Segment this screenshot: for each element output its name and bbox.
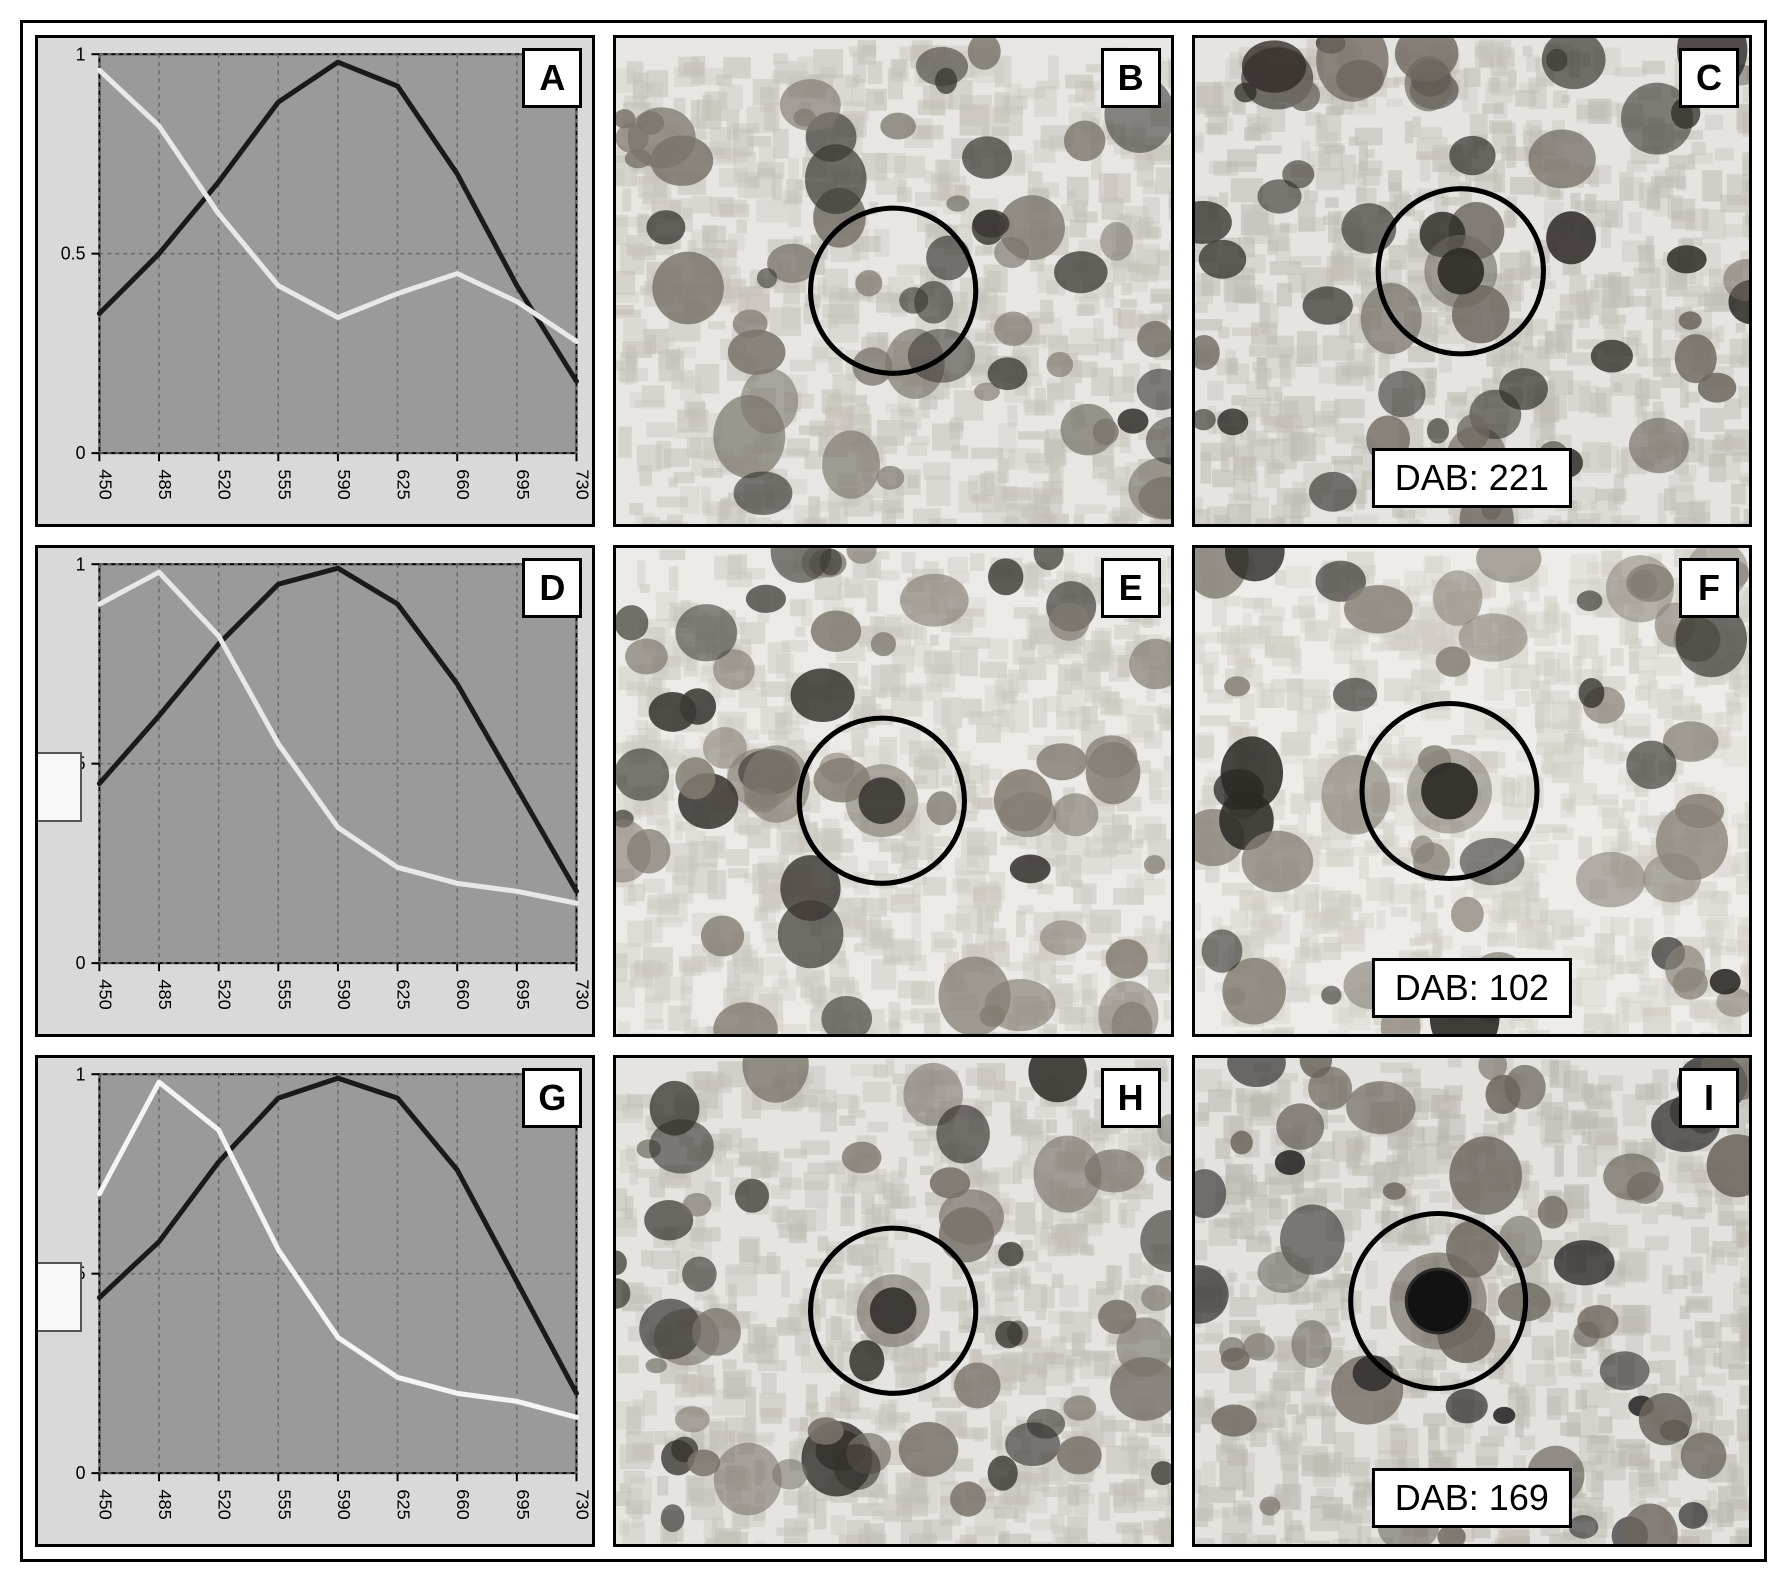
svg-text:695: 695 [513,469,533,499]
svg-text:450: 450 [95,469,115,499]
svg-text:660: 660 [453,1489,473,1519]
svg-text:695: 695 [513,979,533,1009]
panel-i: I DAB: 169 [1192,1055,1752,1547]
svg-text:0: 0 [76,953,86,973]
svg-text:555: 555 [274,469,294,499]
svg-text:730: 730 [573,1489,593,1519]
chart-d: 45048552055559062566069573000.51 [38,548,592,1034]
micrograph-b [616,38,1170,524]
svg-text:1: 1 [76,1064,86,1084]
svg-text:520: 520 [215,1489,235,1519]
svg-text:730: 730 [573,979,593,1009]
svg-text:520: 520 [215,979,235,1009]
panel-label-a: A [522,48,582,108]
chart-a: 450 485 520 555 590 625 660 695 730 0 0.5 1 [38,38,592,524]
panel-label-h: H [1101,1068,1161,1128]
svg-text:0: 0 [76,1463,86,1483]
svg-text:590: 590 [334,979,354,1009]
svg-text:590: 590 [334,1489,354,1519]
panel-label-f: F [1679,558,1739,618]
panel-d: 45048552055559062566069573000.51 D [35,545,595,1037]
svg-text:660: 660 [453,979,473,1009]
panel-a: 450 485 520 555 590 625 660 695 730 0 0.5 1 A [35,35,595,527]
panel-b: B [613,35,1173,527]
svg-text:555: 555 [274,979,294,1009]
svg-text:660: 660 [453,469,473,499]
svg-text:485: 485 [155,979,175,1009]
figure-grid: 450 485 520 555 590 625 660 695 730 0 0.5 1 A B C D… [20,20,1767,1562]
legend-box-d [35,752,82,822]
panel-f: F DAB: 102 [1192,545,1752,1037]
dab-label-f: DAB: 102 [1372,958,1572,1018]
dab-label-c: DAB: 221 [1372,448,1572,508]
panel-label-c: C [1679,48,1739,108]
svg-text:625: 625 [394,469,414,499]
panel-label-i: I [1679,1068,1739,1128]
micrograph-h [616,1058,1170,1544]
chart-g: 45048552055559062566069573000.51 [38,1058,592,1544]
panel-label-b: B [1101,48,1161,108]
svg-text:450: 450 [95,1489,115,1519]
svg-text:1: 1 [76,44,86,64]
micrograph-e [616,548,1170,1034]
svg-text:625: 625 [394,1489,414,1519]
svg-text:450: 450 [95,979,115,1009]
svg-text:695: 695 [513,1489,533,1519]
panel-e: E [613,545,1173,1037]
svg-text:555: 555 [274,1489,294,1519]
svg-text:1: 1 [76,554,86,574]
svg-text:625: 625 [394,979,414,1009]
svg-text:730: 730 [573,469,593,499]
svg-text:485: 485 [155,469,175,499]
panel-label-e: E [1101,558,1161,618]
svg-text:520: 520 [215,469,235,499]
panel-label-g: G [522,1068,582,1128]
panel-label-d: D [522,558,582,618]
legend-box-g [35,1262,82,1332]
svg-text:485: 485 [155,1489,175,1519]
panel-c: C DAB: 221 [1192,35,1752,527]
svg-text:0: 0 [76,443,86,463]
panel-g: 45048552055559062566069573000.51 G [35,1055,595,1547]
svg-text:590: 590 [334,469,354,499]
panel-h: H [613,1055,1173,1547]
dab-label-i: DAB: 169 [1372,1468,1572,1528]
svg-text:0.5: 0.5 [61,244,86,264]
